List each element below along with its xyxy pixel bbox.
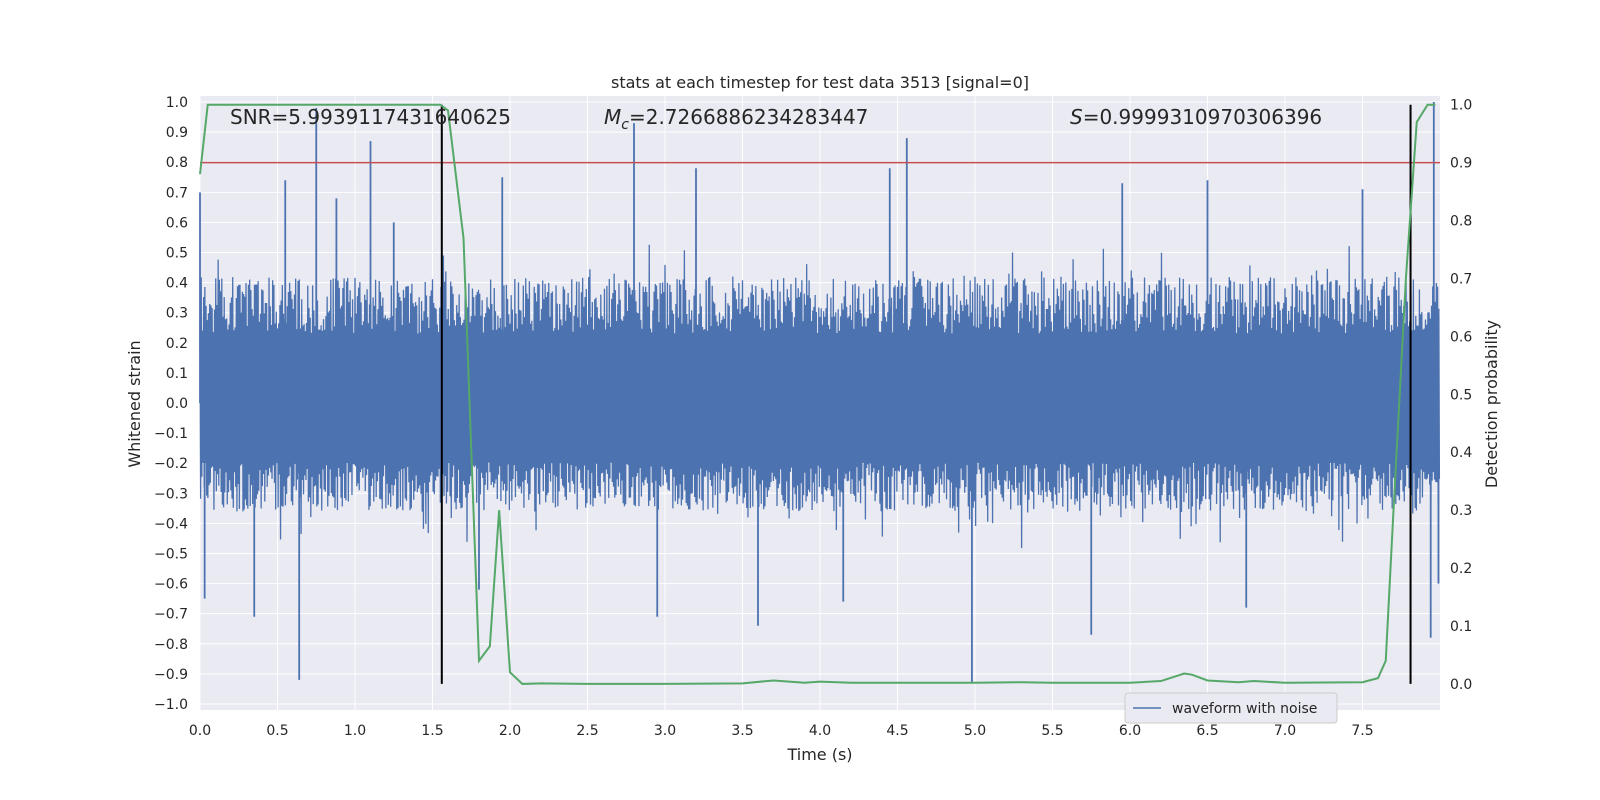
y-tick-label: −0.8 xyxy=(154,637,188,653)
y-tick-label: −1.0 xyxy=(154,697,188,713)
y2-tick-label: 1.0 xyxy=(1450,98,1472,114)
score-value: =0.9999310970306396 xyxy=(1083,105,1322,129)
x-tick-label: 0.0 xyxy=(189,723,211,739)
y2-tick-label: 0.3 xyxy=(1450,503,1472,519)
y-tick-label: 0.6 xyxy=(166,215,188,231)
y2-tick-label: 0.2 xyxy=(1450,561,1472,577)
y2-axis-ticks: 1.0 0.9 0.8 0.7 0.6 0.5 0.4 0.3 0.2 0.1 0.0 xyxy=(1450,98,1472,693)
y-tick-label: 0.9 xyxy=(166,125,188,141)
y-tick-label: 0.5 xyxy=(166,246,188,262)
x-tick-label: 7.0 xyxy=(1274,723,1296,739)
y2-tick-label: 0.8 xyxy=(1450,214,1472,230)
y-tick-label: 0.4 xyxy=(166,276,188,292)
y-tick-label: 0.0 xyxy=(166,396,188,412)
y-tick-label: 0.7 xyxy=(166,185,188,201)
y-tick-label: −0.4 xyxy=(154,516,188,532)
x-tick-label: 2.0 xyxy=(499,723,521,739)
x-tick-label: 0.5 xyxy=(266,723,288,739)
y-tick-label: −0.7 xyxy=(154,607,188,623)
x-axis-ticks: 0.0 0.5 1.0 1.5 2.0 2.5 3.0 3.5 4.0 4.5 5.0 5.5 6.0 6… xyxy=(189,723,1374,739)
y-tick-label: 1.0 xyxy=(166,95,188,111)
y-tick-label: −0.6 xyxy=(154,577,188,593)
x-tick-label: 3.5 xyxy=(731,723,753,739)
x-tick-label: 7.5 xyxy=(1351,723,1373,739)
y2-tick-label: 0.6 xyxy=(1450,329,1472,345)
chirp-mass-symbol: M xyxy=(604,105,621,129)
x-tick-label: 6.5 xyxy=(1196,723,1218,739)
waveform-series xyxy=(199,102,1441,683)
x-tick-label: 5.5 xyxy=(1041,723,1063,739)
y-tick-label: 0.3 xyxy=(166,306,188,322)
score-symbol: S xyxy=(1070,105,1083,129)
y2-tick-label: 0.0 xyxy=(1450,677,1472,693)
chirp-mass-value: =2.7266886234283447 xyxy=(629,105,868,129)
x-axis-label: Time (s) xyxy=(786,745,852,764)
x-tick-label: 1.5 xyxy=(421,723,443,739)
x-tick-label: 5.0 xyxy=(964,723,986,739)
chirp-mass-subscript: c xyxy=(621,117,629,133)
x-tick-label: 4.5 xyxy=(886,723,908,739)
y-axis-label: Whitened strain xyxy=(125,340,144,467)
y-axis-ticks: 1.0 0.9 0.8 0.7 0.6 0.5 0.4 0.3 0.2 0.1 0.0 −0.1 −0.… xyxy=(154,95,188,713)
y-tick-label: 0.1 xyxy=(166,366,188,382)
probability-series xyxy=(199,103,1440,685)
legend-label: waveform with noise xyxy=(1172,701,1317,717)
y2-axis-label: Detection probability xyxy=(1482,320,1501,488)
y-tick-label: −0.2 xyxy=(154,456,188,472)
snr-annotation: SNR=5.9939117431640625 xyxy=(230,105,511,129)
y-tick-label: −0.5 xyxy=(154,546,188,562)
y-tick-label: 0.8 xyxy=(166,155,188,171)
waveform-line xyxy=(199,244,1441,549)
legend: waveform with noise xyxy=(1124,692,1338,724)
chirp-mass-annotation: Mc=2.7266886234283447 xyxy=(604,105,868,133)
y2-tick-label: 0.9 xyxy=(1450,156,1472,172)
x-tick-label: 6.0 xyxy=(1119,723,1141,739)
y-tick-label: 0.2 xyxy=(166,336,188,352)
score-annotation: S=0.9999310970306396 xyxy=(1070,105,1322,129)
y2-tick-label: 0.7 xyxy=(1450,271,1472,287)
x-tick-label: 4.0 xyxy=(809,723,831,739)
legend-box xyxy=(1124,692,1338,724)
y2-tick-label: 0.5 xyxy=(1450,387,1472,403)
x-tick-label: 3.0 xyxy=(654,723,676,739)
chart-title: stats at each timestep for test data 351… xyxy=(611,73,1029,92)
y-tick-label: −0.9 xyxy=(154,667,188,683)
y-tick-label: −0.1 xyxy=(154,426,188,442)
y-tick-label: −0.3 xyxy=(154,486,188,502)
x-tick-label: 1.0 xyxy=(344,723,366,739)
y2-tick-label: 0.4 xyxy=(1450,445,1472,461)
y2-tick-label: 0.1 xyxy=(1450,619,1472,635)
x-tick-label: 2.5 xyxy=(576,723,598,739)
probability-line xyxy=(199,103,1436,685)
